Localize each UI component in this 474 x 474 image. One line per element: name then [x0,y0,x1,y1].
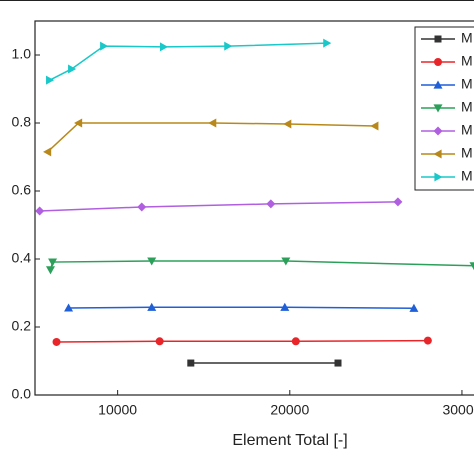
legend-label: M [461,145,473,161]
series-line [68,306,414,310]
y-tick-label: 1.0 [12,46,32,62]
x-tick-label: 20000 [270,402,309,418]
marker [423,336,432,345]
marker [334,359,342,367]
x-axis-label: Element Total [-] [232,432,347,449]
legend-label: M [461,30,473,46]
x-tick-label: 10000 [98,402,137,418]
legend-label: M [461,122,473,138]
y-tick-label: 0.2 [12,318,32,334]
series-line [39,201,398,212]
plot-frame [34,20,474,396]
marker [224,41,233,51]
marker [68,64,77,74]
marker [46,75,55,85]
legend-label: M [461,76,473,92]
marker [433,126,443,136]
marker [280,302,290,311]
legend-label: M [461,99,473,115]
marker [434,172,443,182]
marker [208,118,217,128]
marker [64,303,74,312]
x-tick-label: 30000 [442,402,474,418]
marker [187,359,195,367]
marker [283,119,292,129]
marker [147,257,157,266]
marker [393,197,403,207]
legend-label: M [461,168,473,184]
marker [155,337,164,346]
marker [137,202,147,212]
marker [370,121,379,131]
marker [433,80,443,89]
marker [409,303,419,312]
marker [323,38,332,48]
marker [434,35,442,43]
marker [434,58,442,66]
marker [266,199,276,209]
y-tick-label: 0.6 [12,182,32,198]
y-tick-label: 0.0 [12,386,32,402]
y-tick-label: 0.8 [12,114,32,130]
marker [100,41,109,51]
marker [291,337,300,346]
marker [281,257,291,266]
marker [160,42,169,52]
marker [74,118,83,128]
marker [52,337,61,346]
marker [433,104,443,113]
marker [43,147,52,157]
marker [45,266,55,275]
series-line [56,339,428,343]
marker [469,262,474,271]
marker [433,149,442,159]
series-line [47,122,375,153]
marker [35,206,45,216]
series-line [49,42,327,81]
series-line [49,260,474,271]
legend-label: M [461,53,473,69]
marker [147,302,157,311]
marker [48,258,58,267]
y-tick-label: 0.4 [12,250,32,266]
